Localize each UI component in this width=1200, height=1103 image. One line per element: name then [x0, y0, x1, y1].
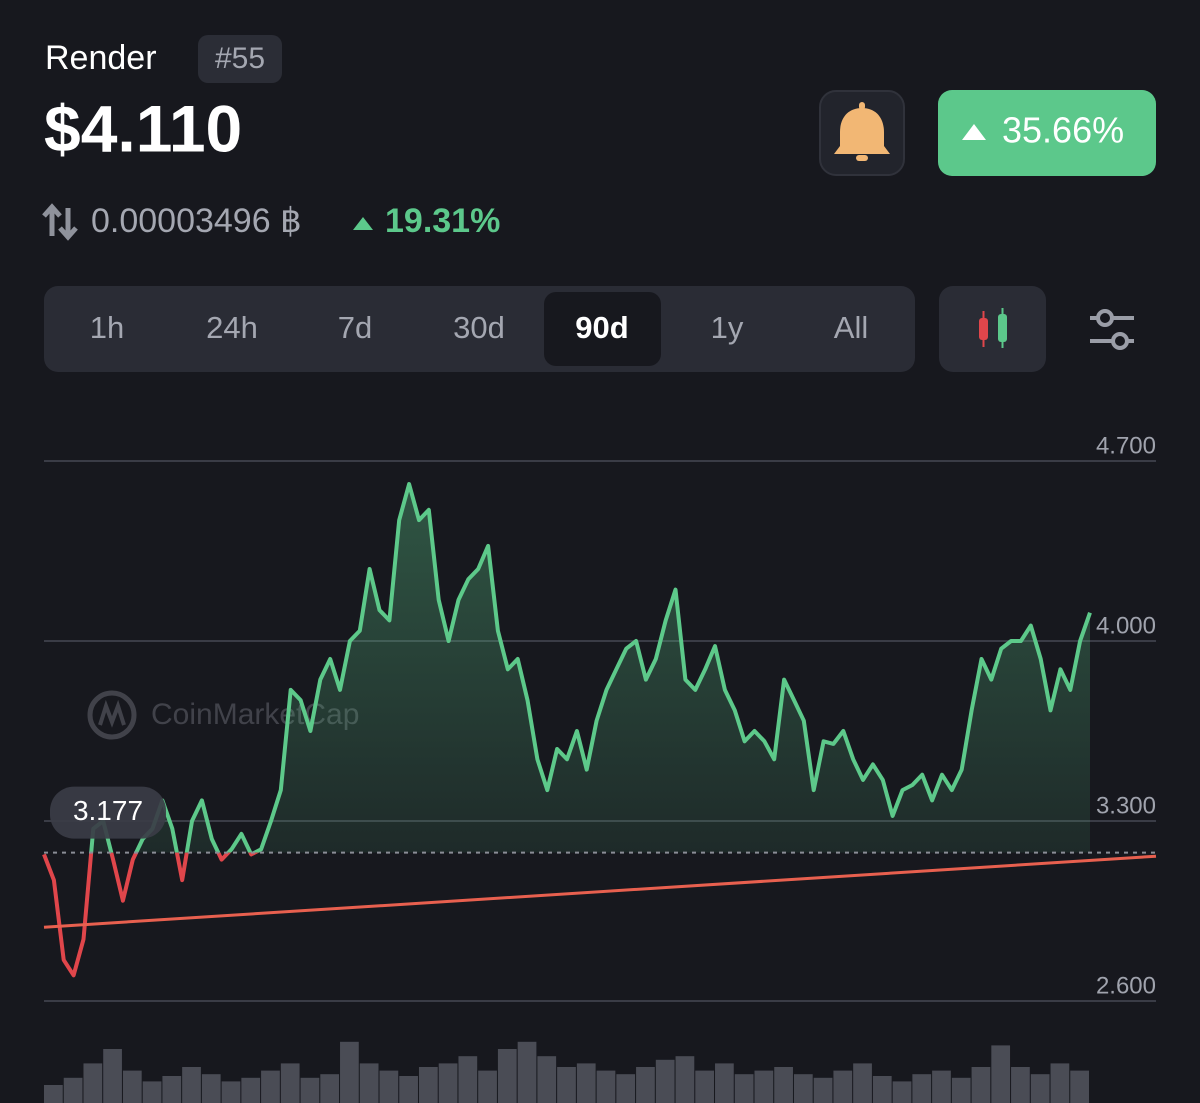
volume-bar — [695, 1070, 715, 1103]
volume-bar — [715, 1063, 734, 1103]
volume-bar — [142, 1081, 162, 1103]
volume-bar — [122, 1070, 142, 1103]
volume-bar — [537, 1056, 557, 1103]
volume-bar — [340, 1041, 359, 1103]
volume-bar — [497, 1049, 517, 1103]
volume-bar — [774, 1067, 793, 1103]
up-arrow — [962, 124, 986, 140]
price-area — [91, 484, 1090, 853]
tab[interactable]: 1y — [711, 310, 744, 345]
volume-bar — [221, 1081, 241, 1103]
bell-icon — [834, 102, 890, 161]
volume-bar — [734, 1074, 754, 1103]
change-badge — [938, 90, 1156, 176]
volume-bar — [478, 1070, 497, 1103]
rank-badge — [198, 35, 282, 83]
volume-bar — [951, 1077, 971, 1103]
y-tick-label: 3.300 — [1096, 792, 1156, 819]
rank: #55 — [215, 42, 265, 75]
volume-bar — [458, 1056, 478, 1103]
volume-bar — [63, 1077, 83, 1103]
y-tick-label: 2.600 — [1096, 972, 1156, 999]
tab[interactable]: 30d — [453, 310, 505, 345]
volume-bar — [438, 1063, 458, 1103]
volume-bar — [182, 1067, 201, 1103]
volume-bar — [932, 1070, 951, 1103]
trend-line — [43, 854, 1157, 929]
volume-bar — [813, 1077, 833, 1103]
volume-bar — [557, 1067, 576, 1103]
volume-bar — [991, 1045, 1011, 1103]
volume-bar — [83, 1063, 103, 1103]
volume-bar — [201, 1074, 221, 1103]
volume-bar — [280, 1063, 300, 1103]
up-arrow — [353, 217, 373, 230]
reference-badge — [50, 786, 166, 839]
volume-bar — [1050, 1063, 1070, 1103]
volume-bar — [636, 1067, 655, 1103]
btc-change: 19.31% — [385, 202, 500, 240]
volume-bar — [241, 1077, 261, 1103]
volume-bar — [300, 1077, 320, 1103]
settings-icon[interactable] — [1090, 309, 1134, 350]
candle-icon — [979, 308, 1007, 348]
volume-bar — [853, 1063, 872, 1103]
volume-bar — [162, 1076, 182, 1103]
volume-bar — [576, 1063, 596, 1103]
volume-bar — [872, 1076, 892, 1103]
volume-bar — [320, 1074, 340, 1103]
volume-bar — [1070, 1070, 1089, 1103]
volume-bar — [399, 1076, 418, 1103]
volume-bar — [596, 1070, 616, 1103]
active-tab — [544, 292, 661, 366]
volume-bar — [103, 1049, 122, 1103]
volume-bar — [675, 1056, 695, 1103]
tab[interactable]: 90d — [575, 310, 628, 345]
volume-bar — [971, 1067, 991, 1103]
volume-bar — [616, 1074, 636, 1103]
volume-bar — [359, 1063, 379, 1103]
chart-type-button[interactable] — [939, 286, 1046, 372]
btc-price: 0.00003496 ฿ — [91, 202, 302, 240]
volume-bar — [833, 1070, 853, 1103]
volume-bar — [892, 1081, 912, 1103]
volume-bar — [754, 1070, 774, 1103]
tab[interactable]: All — [834, 310, 868, 345]
volume-bar — [912, 1074, 932, 1103]
volume-bar — [1011, 1067, 1030, 1103]
volume-bar — [261, 1070, 280, 1103]
volume-bar — [379, 1070, 399, 1103]
volume-bar — [418, 1067, 438, 1103]
volume-bar — [655, 1059, 675, 1103]
reference-label: 3.177 — [73, 795, 143, 826]
tab[interactable]: 24h — [206, 310, 258, 345]
volume-bar — [517, 1041, 537, 1103]
y-tick-label: 4.000 — [1096, 612, 1156, 639]
price-line — [89, 482, 1092, 853]
volume-bar — [44, 1085, 63, 1103]
tab[interactable]: 7d — [338, 310, 372, 345]
price: $4.110 — [44, 91, 242, 165]
swap-icon — [42, 203, 78, 241]
tab[interactable]: 1h — [90, 310, 124, 345]
y-tick-label: 4.700 — [1096, 432, 1156, 459]
volume-bar — [793, 1074, 813, 1103]
tab-bar — [44, 286, 915, 372]
price-change: 35.66% — [1002, 110, 1124, 151]
coin-name: Render — [45, 39, 157, 77]
volume-bar — [1030, 1074, 1050, 1103]
